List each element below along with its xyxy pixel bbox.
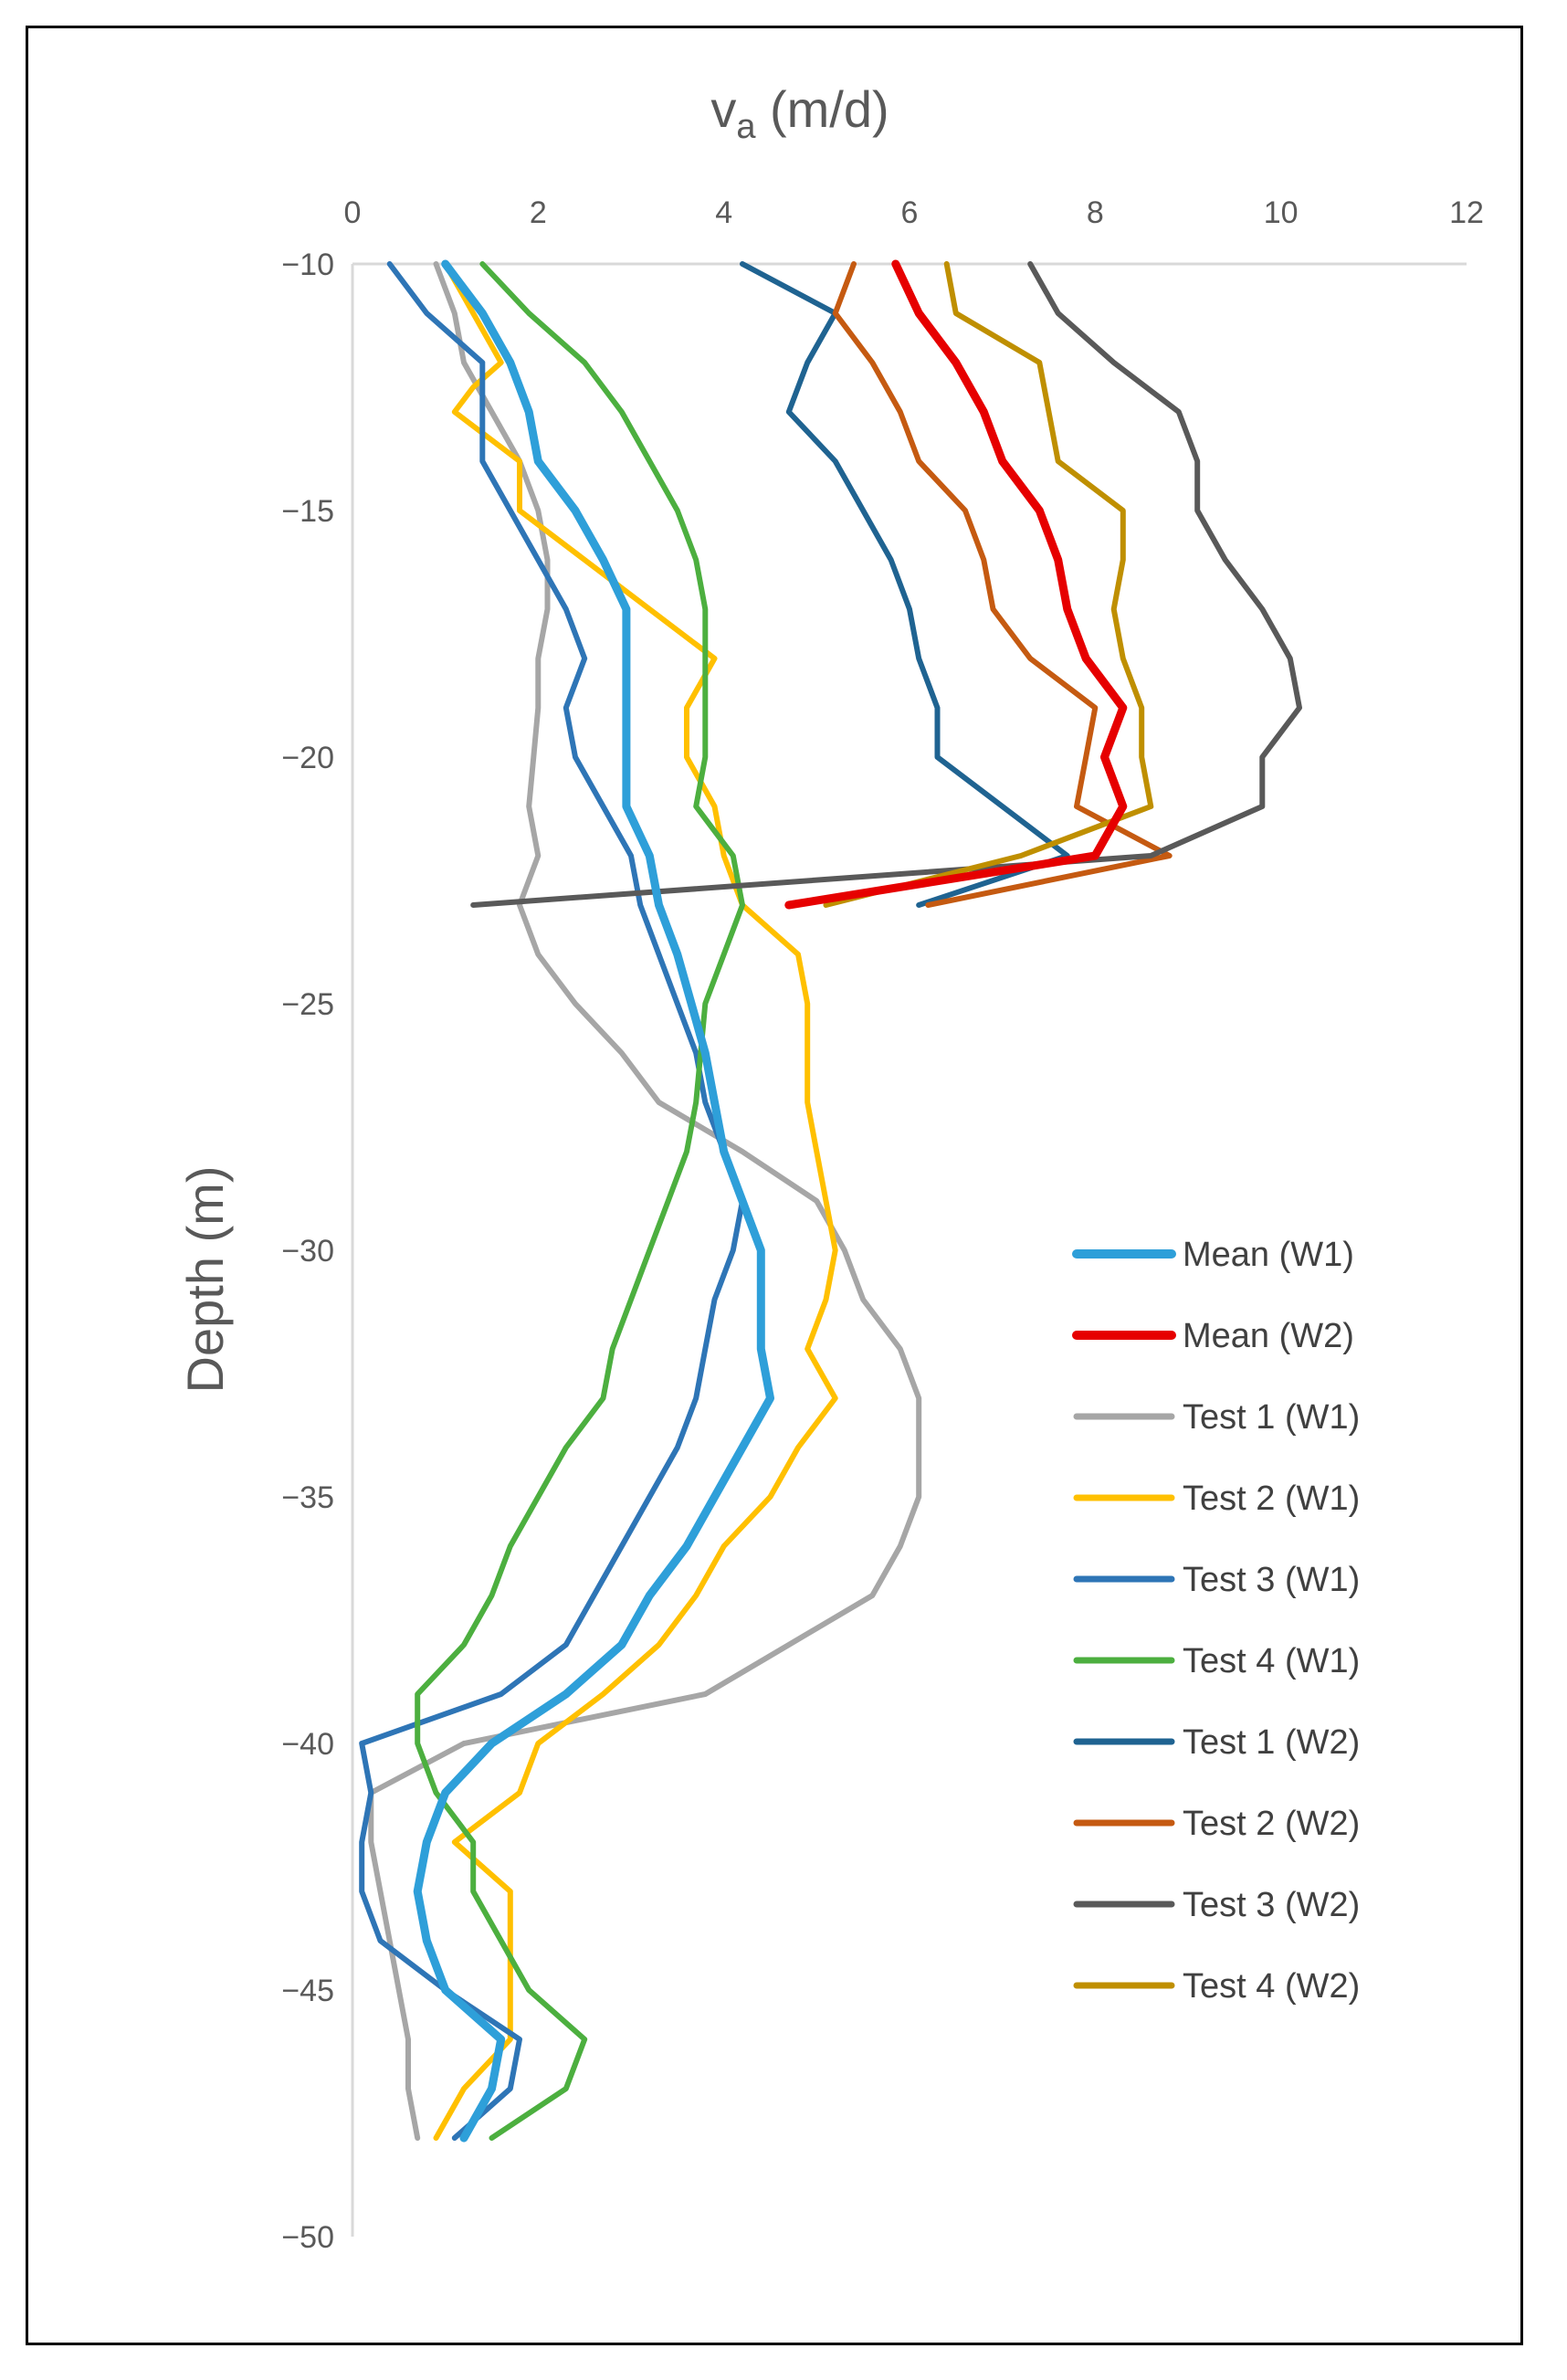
y-tick-label: −40: [281, 1727, 334, 1762]
legend-label: Test 4 (W2): [1183, 1967, 1360, 2006]
y-tick-labels: −10 −15 −20 −25 −30 −35 −40 −45 −50: [281, 247, 334, 2255]
series-line-test-1-w1: [368, 261, 922, 2141]
y-tick-label: −35: [281, 1480, 334, 1515]
legend-label: Test 2 (W2): [1183, 1805, 1360, 1843]
axes: [351, 262, 1467, 2237]
series-line-test-3-w2: [470, 261, 1302, 908]
y-tick-label: −10: [281, 247, 334, 282]
x-tick-label: 0: [344, 195, 362, 230]
legend-label: Test 2 (W1): [1183, 1480, 1360, 1518]
x-tick-labels: 0 2 4 6 8 10 12: [344, 195, 1484, 230]
series-line-mean-w1: [413, 259, 774, 2143]
y-tick-label: −45: [281, 1974, 334, 2008]
y-tick-label: −30: [281, 1234, 334, 1269]
series-line-test-1-w2: [740, 261, 1070, 908]
y-axis-title: Depth (m): [176, 1166, 234, 1394]
x-tick-label: 12: [1449, 195, 1484, 230]
legend-label: Test 1 (W2): [1183, 1723, 1360, 1762]
series-line-test-2-w1: [433, 261, 838, 2141]
legend-label: Mean (W2): [1183, 1317, 1354, 1355]
y-tick-label: −25: [281, 987, 334, 1022]
y-tick-label: −20: [281, 741, 334, 775]
figure-frame: 0 2 4 6 8 10 12 −10 −15 −20 −25 −30 −35 −40 −45 −50 Me…: [26, 26, 1523, 2345]
x-tick-label: 6: [901, 195, 919, 230]
legend: Mean (W1) Mean (W2) Test 1 (W1) Test 2 (W1)…: [1072, 1236, 1360, 2006]
series-lines: [359, 259, 1302, 2143]
legend-label: Test 3 (W2): [1183, 1886, 1360, 1924]
x-tick-label: 10: [1264, 195, 1299, 230]
y-tick-label: −15: [281, 494, 334, 529]
x-tick-label: 4: [715, 195, 732, 230]
series-line-test-3-w1: [359, 261, 745, 2141]
x-tick-label: 8: [1087, 195, 1104, 230]
series-line-test-2-w2: [832, 261, 1173, 908]
series-line-mean-w2: [784, 259, 1128, 910]
legend-label: Mean (W1): [1183, 1236, 1354, 1274]
series-line-test-4-w2: [823, 261, 1154, 908]
x-axis-title: va (m/d): [710, 80, 889, 146]
y-tick-label: −50: [281, 2220, 334, 2255]
legend-label: Test 3 (W1): [1183, 1561, 1360, 1599]
legend-label: Test 1 (W1): [1183, 1398, 1360, 1437]
series-line-test-4-w1: [415, 261, 745, 2141]
legend-label: Test 4 (W1): [1183, 1642, 1360, 1680]
x-tick-label: 2: [530, 195, 547, 230]
chart: 0 2 4 6 8 10 12 −10 −15 −20 −25 −30 −35 −40 −45 −50 Me…: [176, 80, 1484, 2255]
